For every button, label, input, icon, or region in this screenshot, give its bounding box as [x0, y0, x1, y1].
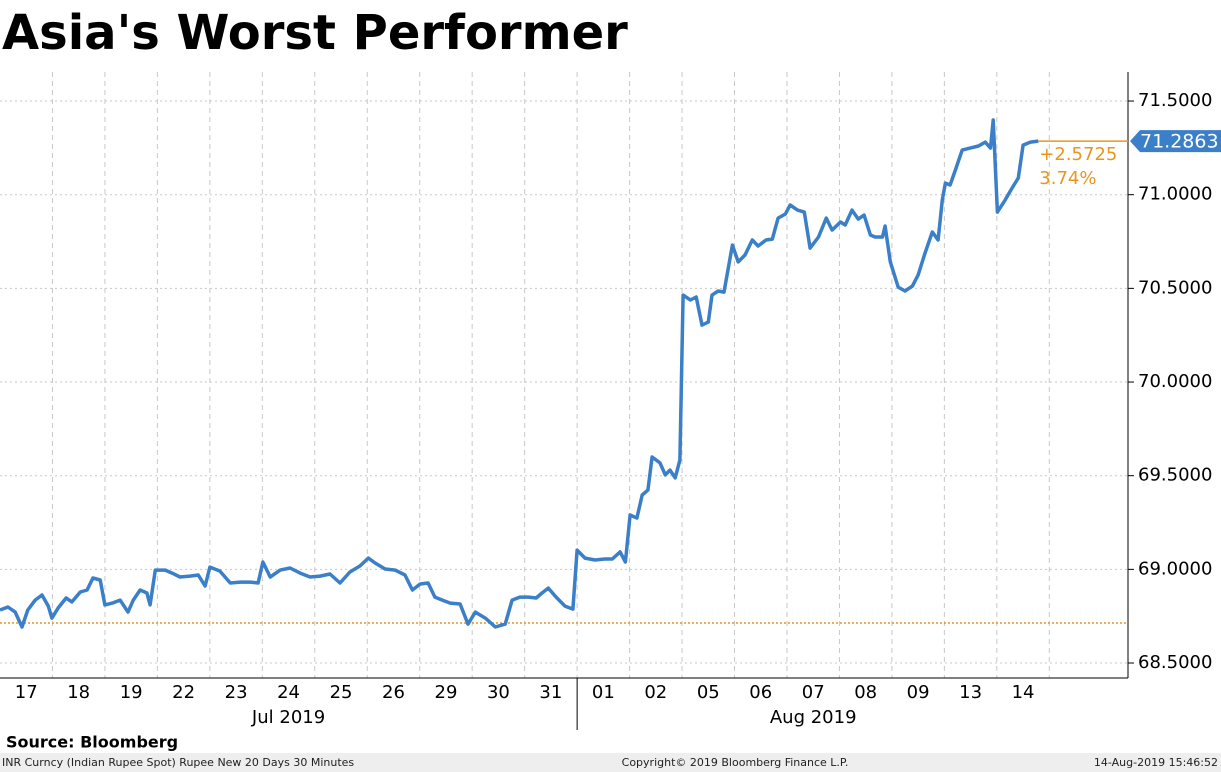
footer-right: 14-Aug-2019 15:46:52 [1094, 756, 1218, 769]
y-tick-label: 68.5000 [1138, 652, 1212, 673]
change-label: +2.5725 [1039, 144, 1117, 165]
y-tick-label: 69.5000 [1138, 465, 1212, 486]
x-tick-label: 29 [435, 682, 458, 703]
x-tick-label: 25 [330, 682, 353, 703]
x-tick-label: 23 [225, 682, 248, 703]
x-tick-label: 19 [120, 682, 143, 703]
x-tick-label: 31 [539, 682, 562, 703]
y-tick-label: 70.0000 [1138, 371, 1212, 392]
chart-title: Asia's Worst Performer [2, 5, 628, 61]
last-value-flag [1130, 130, 1221, 153]
change-pct-label: 3.74% [1039, 168, 1096, 189]
x-tick-label: 08 [854, 682, 877, 703]
x-tick-label: 07 [802, 682, 825, 703]
source: Source: Bloomberg [6, 733, 178, 752]
x-tick-label: 05 [697, 682, 720, 703]
line-series [0, 118, 1039, 629]
x-tick-label: 06 [749, 682, 772, 703]
x-tick-label: 18 [67, 682, 90, 703]
x-tick-label: 09 [907, 682, 930, 703]
footer-center: Copyright© 2019 Bloomberg Finance L.P. [622, 756, 849, 769]
x-tick-label: 22 [172, 682, 195, 703]
x-tick-label: 14 [1012, 682, 1035, 703]
y-tick-label: 70.5000 [1138, 277, 1212, 298]
month-label: Jul 2019 [251, 707, 325, 728]
x-tick-label: 26 [382, 682, 405, 703]
y-tick-label: 71.0000 [1138, 184, 1212, 205]
x-tick-label: 01 [592, 682, 615, 703]
month-label: Aug 2019 [770, 707, 857, 728]
x-tick-label: 30 [487, 682, 510, 703]
x-tick-label: 17 [15, 682, 38, 703]
footer-bar [0, 753, 1221, 772]
x-tick-label: 13 [959, 682, 982, 703]
y-tick-label: 69.0000 [1138, 558, 1212, 579]
x-tick-label: 24 [277, 682, 300, 703]
footer-left: INR Curncy (Indian Rupee Spot) Rupee New… [2, 756, 354, 769]
x-tick-label: 02 [644, 682, 667, 703]
last-value-label: 71.2863 [1140, 131, 1219, 153]
y-tick-label: 71.5000 [1138, 90, 1212, 111]
